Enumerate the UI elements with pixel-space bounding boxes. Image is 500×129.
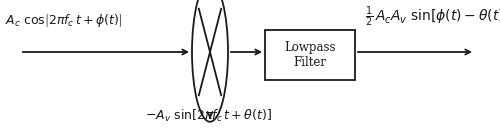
Text: $A_c\ \cos\!\left[2\pi f_c\, t + \phi(t)\right]$: $A_c\ \cos\!\left[2\pi f_c\, t + \phi(t)… xyxy=(5,12,122,29)
Text: Filter: Filter xyxy=(294,55,326,68)
Bar xyxy=(265,30,355,80)
Text: Lowpass: Lowpass xyxy=(284,42,336,54)
Text: $\frac{1}{2}\, A_c A_v\ \sin\!\left[\phi(t) - \theta(t)\right]$: $\frac{1}{2}\, A_c A_v\ \sin\!\left[\phi… xyxy=(365,5,500,29)
Text: $-A_v\ \sin\!\left[2\pi f_c\, t + \theta(t)\right]$: $-A_v\ \sin\!\left[2\pi f_c\, t + \theta… xyxy=(145,108,272,124)
